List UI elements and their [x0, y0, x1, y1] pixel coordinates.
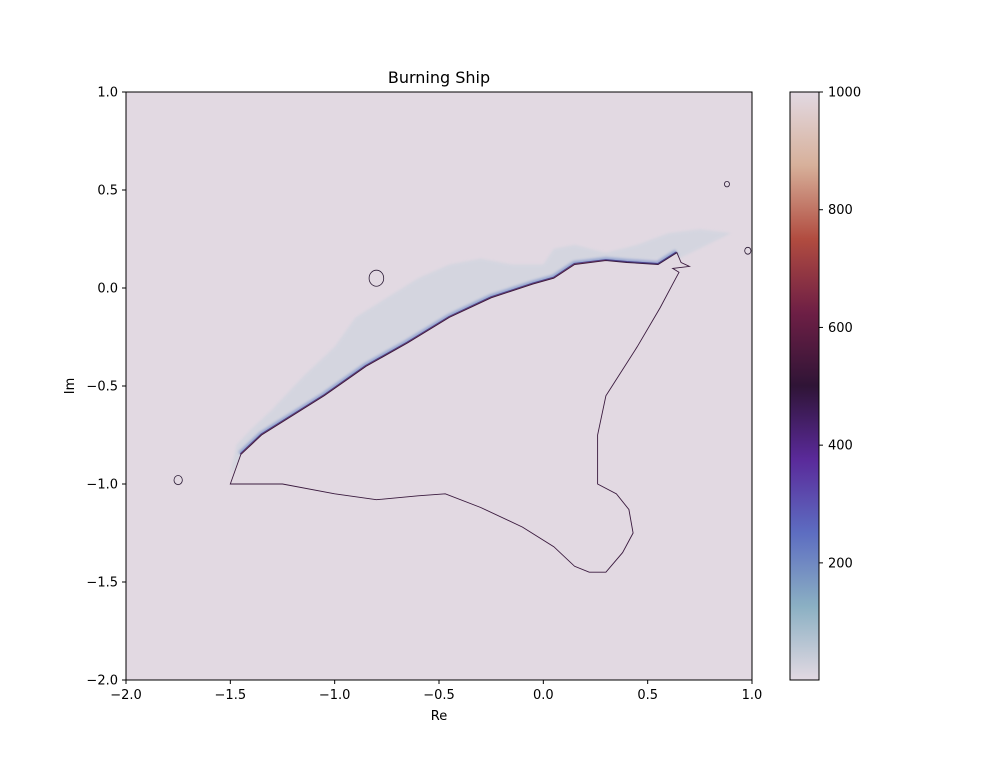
- island-mark: [724, 180, 730, 188]
- y-tick-label: 0.5: [97, 184, 118, 199]
- x-tick-label: 0.0: [533, 688, 554, 703]
- set-boundary: [229, 252, 692, 573]
- chart-title: Burning Ship: [388, 68, 490, 87]
- x-tick-label: −2.0: [110, 688, 142, 703]
- y-tick-label: −1.0: [86, 478, 118, 493]
- x-tick-label: −1.5: [215, 688, 247, 703]
- y-tick-label: −1.5: [86, 576, 118, 591]
- escape-band-haze: [230, 229, 732, 475]
- y-tick-label: 0.0: [97, 282, 118, 297]
- x-tick-label: 1.0: [742, 688, 763, 703]
- colorbar-tick-label: 800: [828, 203, 853, 218]
- colorbar-ticks: 200 400 600 800 1000: [819, 86, 861, 571]
- colorbar-tick-label: 200: [828, 556, 853, 571]
- x-axis-label: Re: [431, 709, 447, 724]
- colorbar-gradient: [789, 91, 820, 681]
- y-tick-label: −0.5: [86, 380, 118, 395]
- x-tick-label: 0.5: [637, 688, 658, 703]
- small-islands: [173, 180, 752, 486]
- colorbar-tick-label: 400: [828, 439, 853, 454]
- y-tick-label: −2.0: [86, 674, 118, 689]
- island-mark: [368, 269, 385, 287]
- x-tick-label: −0.5: [423, 688, 455, 703]
- y-tick-label: 1.0: [97, 86, 118, 101]
- y-axis: −2.0 −1.5 −1.0 −0.5 0.0 0.5 1.0: [86, 86, 126, 689]
- island-mark: [744, 246, 752, 255]
- x-tick-label: −1.0: [319, 688, 351, 703]
- y-axis-label: Im: [63, 378, 78, 395]
- colorbar-tick-label: 1000: [828, 86, 861, 101]
- island-mark: [173, 475, 183, 486]
- x-axis: −2.0 −1.5 −1.0 −0.5 0.0 0.5 1.0: [110, 680, 762, 703]
- colorbar: 200 400 600 800 1000: [789, 86, 861, 681]
- colorbar-tick-label: 600: [828, 321, 853, 336]
- heatmap-area: [126, 92, 752, 680]
